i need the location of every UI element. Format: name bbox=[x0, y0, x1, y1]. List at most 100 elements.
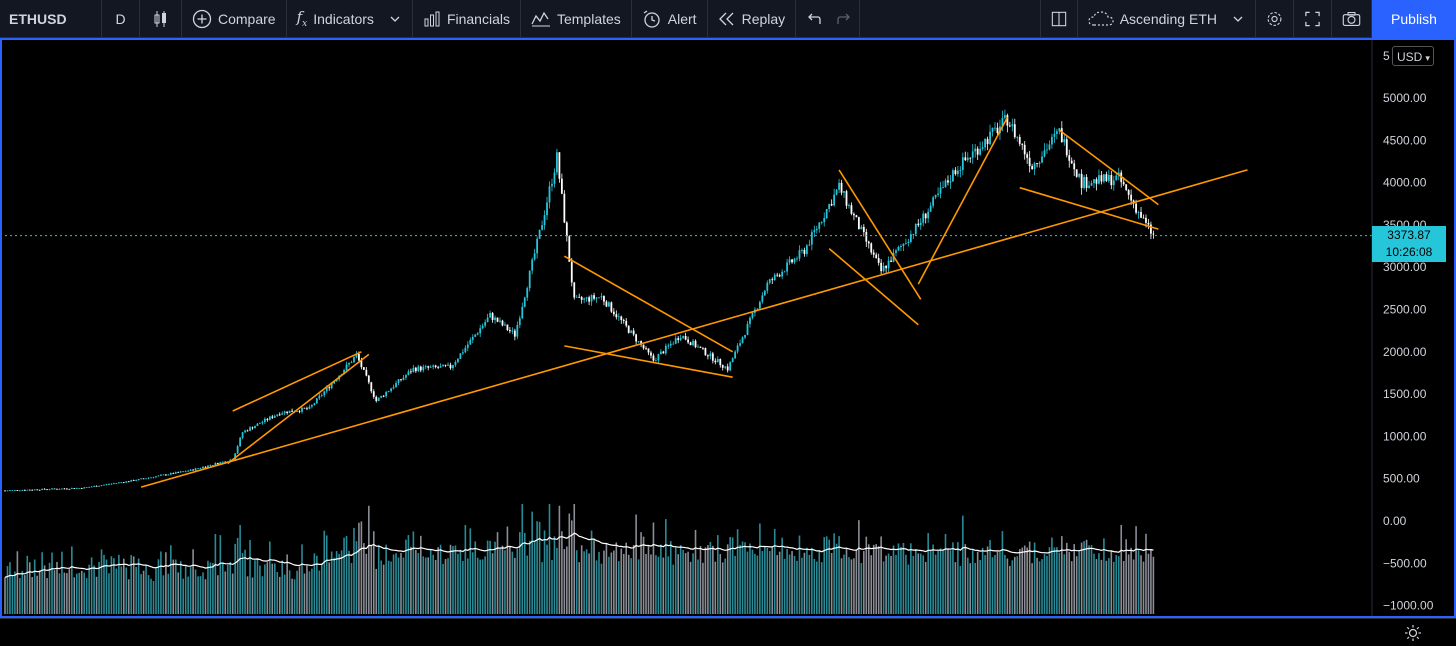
volume-bar bbox=[697, 559, 699, 614]
candle-body bbox=[56, 488, 58, 490]
volume-bar bbox=[712, 545, 714, 614]
symbol-search[interactable]: ETHUSD bbox=[0, 0, 102, 38]
volume-bar bbox=[669, 541, 672, 614]
financials-button[interactable]: Financials bbox=[413, 0, 521, 38]
candle-body bbox=[788, 259, 791, 263]
volume-bar bbox=[479, 559, 481, 614]
candle-body bbox=[80, 488, 83, 489]
volume-bar bbox=[192, 549, 194, 614]
candle-body bbox=[1085, 177, 1088, 188]
symbol-label: ETHUSD bbox=[9, 10, 67, 27]
volume-bar bbox=[447, 558, 449, 614]
candle-body bbox=[1127, 189, 1130, 195]
candle-body bbox=[169, 473, 172, 475]
volume-bar bbox=[471, 552, 474, 614]
candle-body bbox=[949, 181, 952, 183]
volume-bar bbox=[954, 562, 957, 614]
trendline[interactable] bbox=[563, 255, 734, 353]
volume-bar bbox=[1080, 542, 1083, 614]
alert-button[interactable]: Alert bbox=[632, 0, 708, 38]
candle-body bbox=[509, 330, 511, 332]
candle-body bbox=[454, 362, 457, 366]
candle-body bbox=[516, 325, 519, 337]
volume-bar bbox=[145, 565, 147, 614]
volume-bar bbox=[343, 537, 345, 614]
candle-body bbox=[95, 485, 98, 487]
candle-body bbox=[531, 259, 534, 271]
volume-bar bbox=[249, 540, 251, 614]
trendline[interactable] bbox=[564, 345, 733, 378]
interval-button[interactable]: D bbox=[102, 0, 140, 38]
volume-bar bbox=[469, 528, 472, 614]
candle-body bbox=[276, 414, 279, 416]
trendline[interactable] bbox=[828, 247, 919, 326]
chart-style-button[interactable] bbox=[140, 0, 182, 38]
candle-body bbox=[370, 382, 373, 392]
volume-bar bbox=[1115, 555, 1118, 614]
volume-bar bbox=[464, 525, 467, 614]
sun-icon[interactable] bbox=[1404, 624, 1422, 642]
candle-body bbox=[142, 478, 145, 480]
replay-button[interactable]: Replay bbox=[708, 0, 797, 38]
settings-button[interactable] bbox=[1256, 0, 1294, 38]
trendline[interactable] bbox=[838, 169, 922, 300]
candle-body bbox=[236, 446, 239, 454]
candle-body bbox=[702, 347, 704, 349]
candle-body bbox=[593, 295, 595, 299]
volume-bar bbox=[350, 563, 353, 614]
volume-bar bbox=[830, 552, 833, 614]
snapshot-button[interactable] bbox=[1332, 0, 1372, 38]
candle-body bbox=[491, 313, 494, 320]
volume-bar bbox=[996, 551, 999, 614]
volume-bar bbox=[452, 546, 454, 614]
candle-body bbox=[556, 152, 558, 173]
volume-bar bbox=[1021, 547, 1024, 614]
trendline[interactable] bbox=[227, 353, 370, 465]
volume-bar bbox=[422, 556, 425, 614]
price-chart[interactable]: 5000.004500.004000.003500.003000.002500.… bbox=[0, 38, 1456, 646]
volume-bar bbox=[182, 578, 184, 614]
trendline[interactable] bbox=[917, 117, 1009, 285]
indicators-button[interactable]: fx Indicators bbox=[287, 0, 413, 38]
volume-bar bbox=[273, 563, 276, 614]
candle-body bbox=[570, 261, 573, 283]
volume-bar bbox=[375, 568, 378, 614]
volume-bar bbox=[269, 541, 271, 614]
candle-body bbox=[897, 247, 900, 251]
candle-body bbox=[197, 468, 199, 470]
volume-bar bbox=[1085, 539, 1088, 614]
candle-body bbox=[417, 366, 420, 372]
candle-body bbox=[160, 474, 162, 476]
templates-button[interactable]: Templates bbox=[521, 0, 632, 38]
volume-bar bbox=[952, 542, 954, 614]
candle-body bbox=[461, 352, 464, 354]
volume-bar bbox=[298, 566, 301, 614]
volume-bar bbox=[1095, 559, 1098, 614]
compare-button[interactable]: Compare bbox=[182, 0, 287, 38]
trendline[interactable] bbox=[232, 351, 362, 412]
trendline[interactable] bbox=[1058, 129, 1159, 206]
candle-body bbox=[939, 187, 942, 194]
trendline[interactable] bbox=[140, 169, 1248, 488]
trendline-drawings[interactable] bbox=[140, 117, 1248, 488]
redo-button[interactable] bbox=[830, 0, 861, 38]
candle-body bbox=[786, 262, 788, 272]
layout-button[interactable] bbox=[1039, 0, 1078, 38]
currency-select[interactable]: USD ▾ bbox=[1392, 46, 1434, 66]
volume-bar bbox=[499, 548, 501, 614]
volume-bar bbox=[927, 533, 929, 614]
volume-bar bbox=[719, 554, 722, 614]
candle-body bbox=[620, 316, 623, 320]
volume-bar bbox=[924, 561, 927, 614]
candle-body bbox=[578, 296, 581, 298]
layout-name-button[interactable]: Ascending ETH bbox=[1078, 0, 1256, 38]
volume-bar bbox=[531, 511, 533, 614]
trendline[interactable] bbox=[1019, 186, 1159, 230]
publish-button[interactable]: Publish bbox=[1372, 0, 1456, 38]
candle-body bbox=[1001, 117, 1004, 127]
candle-body bbox=[1095, 179, 1098, 184]
undo-button[interactable] bbox=[796, 0, 830, 38]
candle-body bbox=[145, 478, 147, 480]
candle-body bbox=[11, 490, 14, 491]
fullscreen-button[interactable] bbox=[1294, 0, 1332, 38]
